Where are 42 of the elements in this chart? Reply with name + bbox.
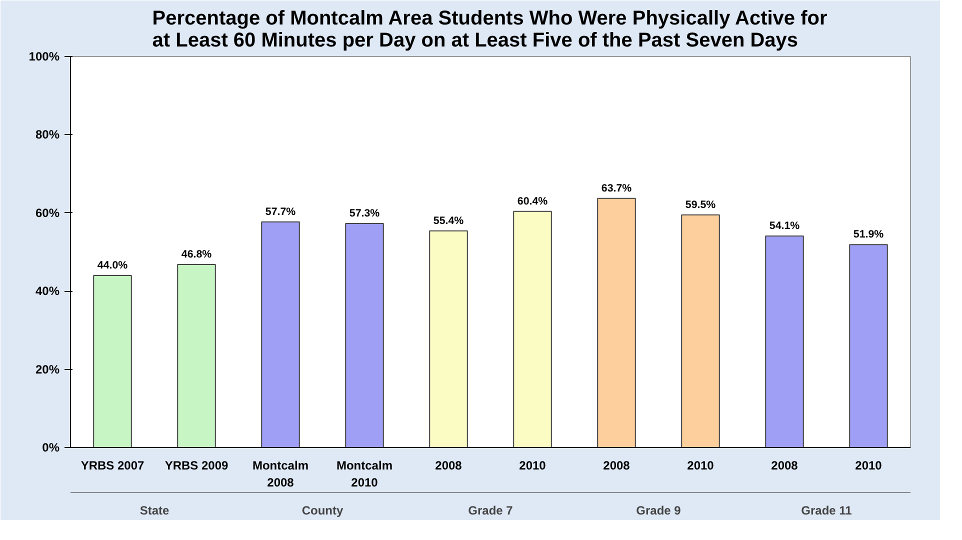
y-tick-label: 100%: [28, 50, 60, 64]
text: State: [140, 504, 170, 518]
data-label: 46.8%: [181, 248, 212, 261]
text: County: [302, 504, 344, 518]
x-tick-label: 2008: [771, 458, 798, 472]
data-label: 57.7%: [265, 206, 296, 218]
x-tick-label: Montcalm 2008: [252, 458, 309, 490]
y-tick-label: 60%: [35, 206, 60, 220]
bar: [849, 244, 888, 448]
x-tick-label: 2008: [435, 458, 462, 472]
y-tick-label: 0%: [42, 440, 60, 454]
bar: [177, 264, 216, 448]
bar: [513, 210, 552, 448]
x-tick-label: Montcalm 2010: [336, 458, 393, 490]
chart-title: Percentage of Montcalm Area Students Who Were Physically Active for at Least 60 Minutes per Day on at Least Five of the Past Seven Days: [152, 8, 828, 52]
data-label: 54.1%: [769, 220, 800, 232]
x-tick-label: 2010: [519, 458, 546, 472]
x-tick-label: 2010: [855, 458, 882, 472]
y-tick-label: 80%: [35, 128, 60, 142]
bar: [765, 235, 804, 448]
data-label: 57.3%: [349, 207, 380, 220]
x-tick-label: YRBS 2009: [164, 458, 229, 472]
data-label: 55.4%: [433, 214, 464, 227]
bar: [93, 274, 132, 448]
text: Grade 9: [636, 504, 682, 518]
data-label: 63.7%: [601, 182, 632, 194]
data-label: 60.4%: [517, 195, 548, 208]
text: Grade 7: [468, 504, 514, 518]
data-label: 59.5%: [685, 198, 716, 211]
bar: [597, 198, 636, 448]
x-tick-label: 2010: [687, 458, 714, 472]
x-tick-label: 2008: [603, 458, 630, 472]
y-tick-label: 40%: [35, 284, 60, 298]
bar: [429, 230, 468, 448]
x-tick-label: YRBS 2007: [80, 458, 145, 472]
bar: [681, 214, 720, 448]
bar: [261, 221, 300, 448]
text: Grade 11: [801, 504, 852, 518]
bar: [345, 222, 384, 448]
data-label: 44.0%: [97, 259, 128, 272]
y-tick-label: 20%: [35, 362, 60, 376]
data-label: 51.9%: [853, 228, 884, 241]
